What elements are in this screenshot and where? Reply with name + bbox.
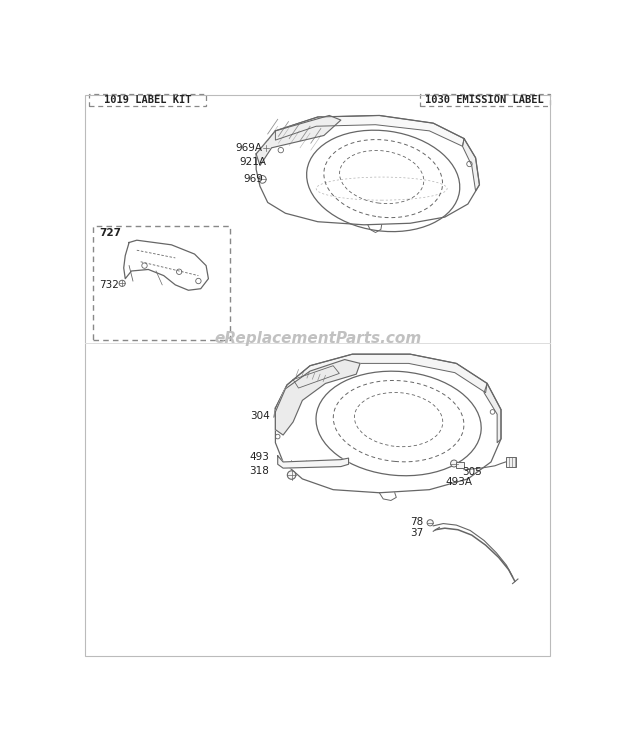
Text: 969: 969	[243, 174, 263, 185]
Text: 732: 732	[99, 280, 119, 290]
Circle shape	[451, 460, 458, 467]
Text: 304: 304	[250, 411, 270, 421]
Polygon shape	[463, 138, 479, 191]
Bar	[420, 94, 549, 106]
Text: 1030 EMISSION LABEL: 1030 EMISSION LABEL	[425, 95, 544, 105]
Bar	[89, 94, 206, 106]
FancyBboxPatch shape	[506, 458, 516, 466]
Text: 727: 727	[99, 228, 121, 237]
Text: 969A: 969A	[236, 143, 262, 153]
Polygon shape	[275, 115, 464, 147]
Polygon shape	[484, 383, 501, 443]
Polygon shape	[256, 115, 341, 165]
Text: 921A: 921A	[239, 157, 266, 167]
Circle shape	[427, 520, 433, 526]
Polygon shape	[278, 456, 348, 468]
Text: 493A: 493A	[446, 477, 472, 487]
Bar	[93, 226, 230, 340]
Text: 318: 318	[249, 466, 269, 476]
Text: eReplacementParts.com: eReplacementParts.com	[214, 331, 422, 346]
Text: 78: 78	[410, 517, 423, 527]
Circle shape	[287, 471, 296, 479]
Polygon shape	[275, 359, 360, 435]
Bar	[456, 462, 464, 468]
Text: 305: 305	[463, 467, 482, 477]
Polygon shape	[274, 354, 487, 417]
Text: 493: 493	[249, 452, 269, 462]
Text: 1019 LABEL KIT: 1019 LABEL KIT	[104, 95, 192, 105]
Text: 37: 37	[410, 527, 423, 538]
